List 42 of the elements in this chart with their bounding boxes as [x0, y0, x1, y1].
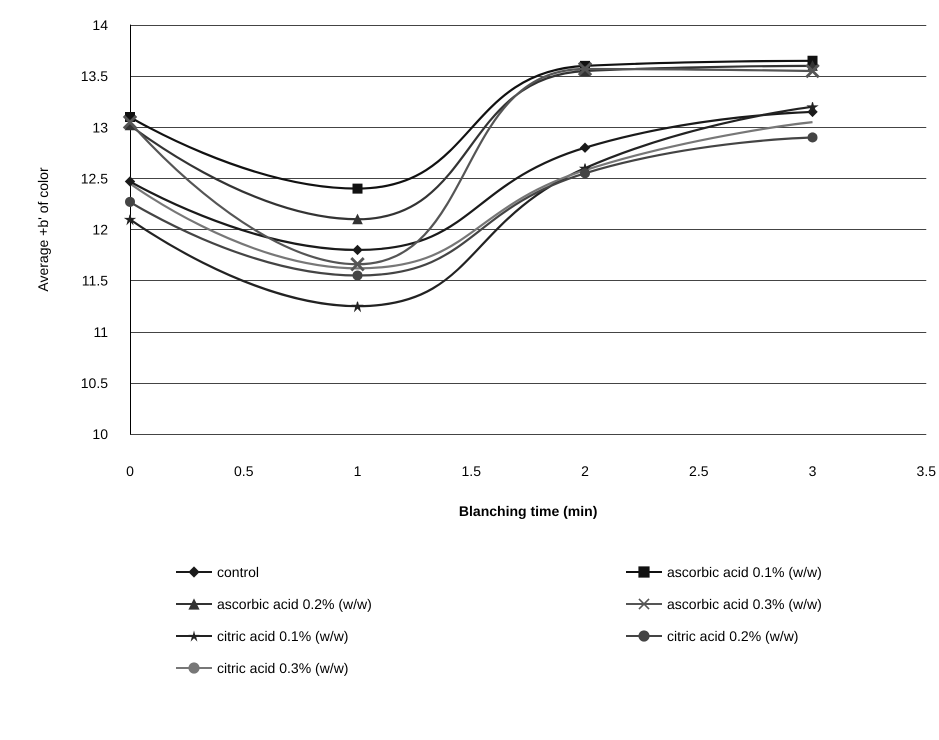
legend-label: ascorbic acid 0.3% (w/w): [667, 596, 822, 612]
point: [806, 64, 820, 78]
y-axis-title: Average +b' of color: [35, 167, 51, 292]
point: [352, 214, 363, 224]
legend-label: citric acid 0.3% (w/w): [217, 660, 348, 676]
x-tick-label: 3.5: [916, 463, 936, 479]
legend-label: citric acid 0.1% (w/w): [217, 628, 348, 644]
point: [352, 301, 363, 312]
legend-label: ascorbic acid 0.2% (w/w): [217, 596, 372, 612]
x-tick-label: 1: [354, 463, 362, 479]
point: [125, 196, 135, 207]
x-tick-label: 0: [126, 463, 134, 479]
y-tick-label: 13: [92, 119, 108, 136]
y-tick-label: 10: [92, 426, 108, 442]
y-tick-label: 12.5: [80, 170, 108, 186]
x-tick-label: 2.5: [689, 463, 709, 479]
x-tick-label: 2: [581, 463, 590, 479]
point: [808, 132, 818, 142]
point: [580, 142, 590, 153]
point: [352, 270, 363, 281]
y-tick-label: 10.5: [80, 374, 108, 391]
y-tick-label: 12: [92, 222, 108, 238]
y-tick-label: 14: [92, 17, 108, 33]
y-tick-label: 11.5: [82, 272, 108, 289]
legend-label: citric acid 0.2% (w/w): [667, 628, 798, 644]
point: [352, 244, 363, 255]
y-tick-label: 13.5: [80, 68, 108, 84]
point: [125, 176, 135, 186]
legend-label: control: [217, 564, 260, 580]
point: [578, 62, 592, 76]
point: [125, 214, 135, 224]
point: [350, 257, 365, 272]
point: [352, 184, 363, 194]
x-tick-label: 0.5: [234, 463, 254, 479]
point: [808, 102, 818, 112]
x-tick-label: 3: [808, 463, 817, 479]
legend-label: ascorbic acid 0.1% (w/w): [667, 564, 822, 580]
x-axis-title: Blanching time (min): [458, 503, 598, 519]
y-tick-label: 11: [93, 324, 108, 340]
point: [123, 115, 137, 130]
x-tick-label: 1.5: [462, 463, 482, 479]
point: [580, 168, 590, 178]
